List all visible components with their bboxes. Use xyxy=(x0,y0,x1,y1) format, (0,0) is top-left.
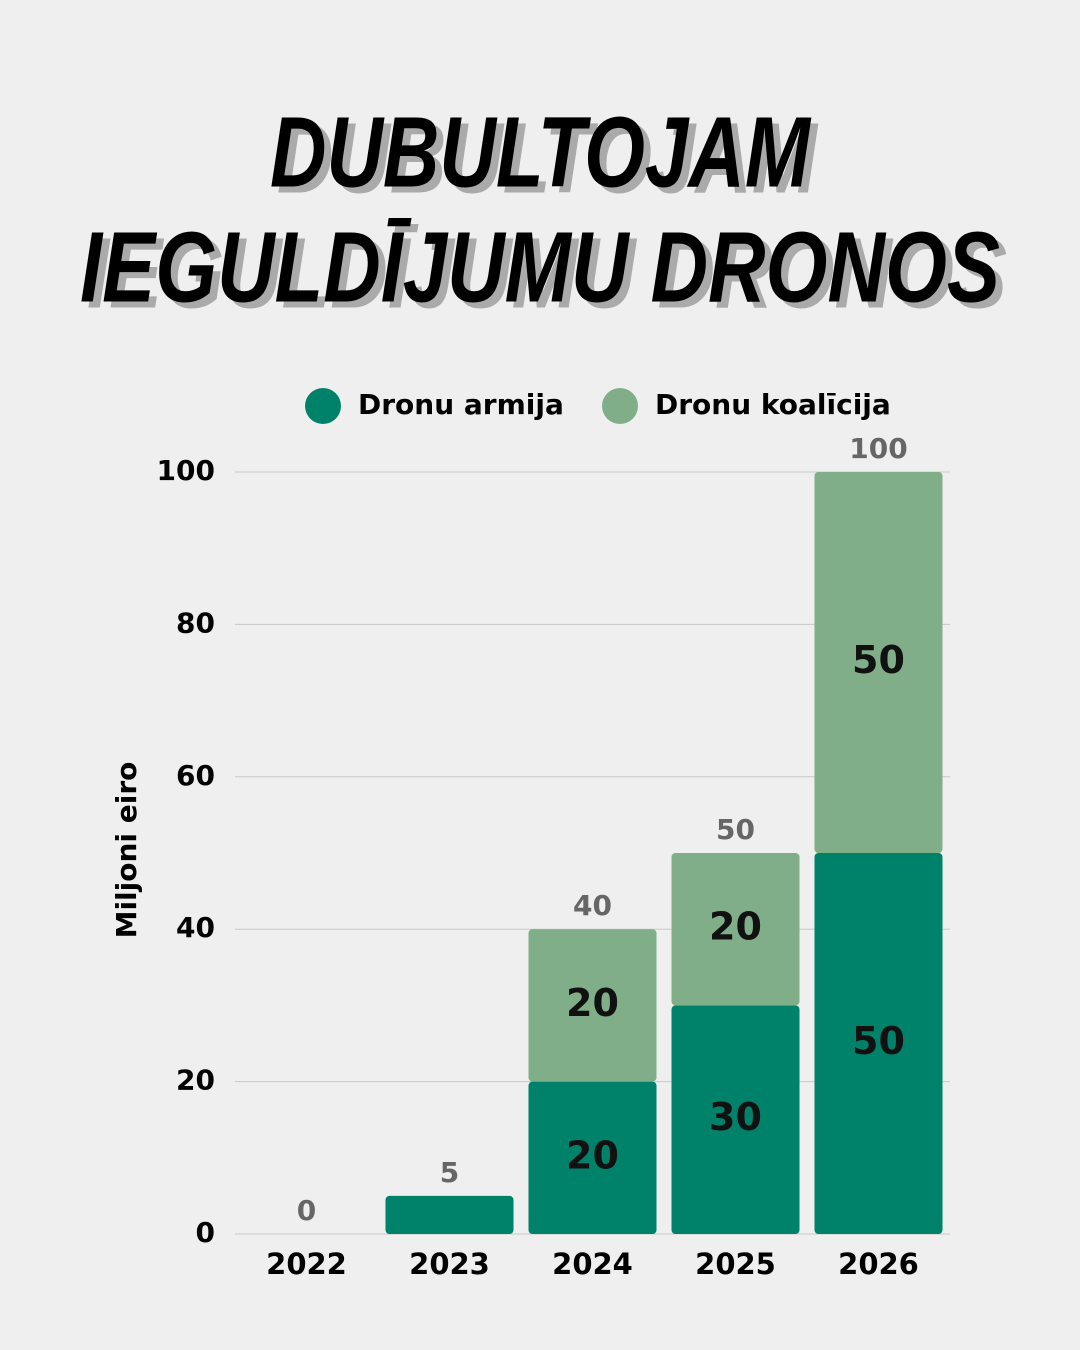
y-tick-label: 20 xyxy=(176,1064,215,1097)
y-tick-label: 60 xyxy=(176,759,215,792)
x-tick-label: 2026 xyxy=(838,1247,919,1281)
y-tick-label: 100 xyxy=(157,454,215,487)
x-tick-label: 2022 xyxy=(266,1247,347,1281)
y-axis-label: Miljoni eiro xyxy=(110,762,143,939)
segment-label: 20 xyxy=(566,981,619,1025)
bar-segment xyxy=(671,853,800,1006)
segment-label: 30 xyxy=(709,1095,762,1139)
total-label: 100 xyxy=(849,432,907,465)
legend-marker xyxy=(305,388,341,424)
y-tick-label: 40 xyxy=(176,911,215,944)
y-tick-label: 0 xyxy=(196,1216,215,1249)
segment-label: 20 xyxy=(709,905,762,949)
segment-label: 50 xyxy=(852,1019,905,1063)
x-tick-label: 2025 xyxy=(695,1247,776,1281)
chart-title: IEGULDĪJUMU DRONOS xyxy=(80,211,1000,323)
x-tick-label: 2024 xyxy=(552,1247,633,1281)
total-label: 40 xyxy=(573,889,612,922)
bar-segment xyxy=(528,929,657,1082)
segment-label: 20 xyxy=(566,1133,619,1177)
bar-segment xyxy=(385,1195,514,1234)
segment-label: 50 xyxy=(852,638,905,682)
bar-segment xyxy=(528,1081,657,1234)
legend-label: Dronu koalīcija xyxy=(655,388,891,421)
total-label: 50 xyxy=(716,813,755,846)
total-label: 0 xyxy=(297,1194,316,1227)
legend-label: Dronu armija xyxy=(358,388,564,421)
y-tick-label: 80 xyxy=(176,606,215,639)
bar-segment xyxy=(671,1005,800,1234)
bar-segment xyxy=(814,472,943,853)
bar-segment xyxy=(814,853,943,1234)
legend-marker xyxy=(602,388,638,424)
x-tick-label: 2023 xyxy=(409,1247,490,1281)
total-label: 5 xyxy=(440,1156,459,1189)
chart-title: DUBULTOJAM xyxy=(270,96,812,208)
